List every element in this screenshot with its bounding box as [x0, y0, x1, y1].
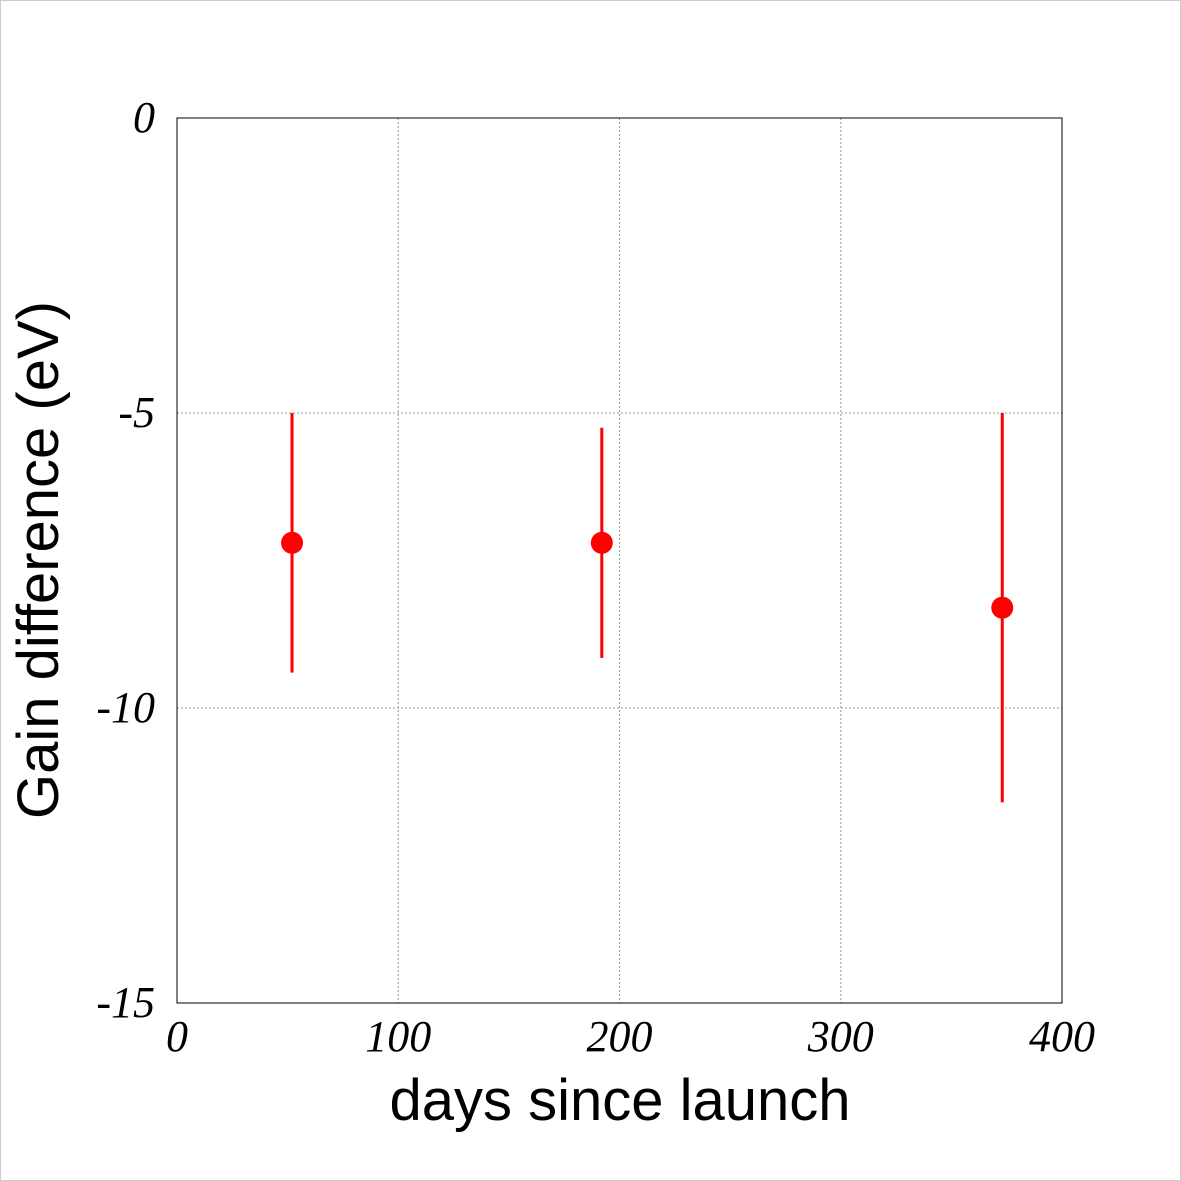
x-tick-label: 200: [587, 1012, 653, 1061]
y-tick-label: -15: [96, 978, 155, 1027]
y-tick-label: -5: [118, 388, 155, 437]
point: [991, 596, 1014, 619]
y-axis-label: Gain difference (eV): [6, 301, 71, 819]
y-tick-label: 0: [133, 93, 155, 142]
x-axis-label: days since launch: [389, 1068, 850, 1133]
point: [590, 531, 613, 554]
y-tick-label: -10: [96, 683, 155, 732]
x-tick-label: 300: [807, 1012, 874, 1061]
point: [281, 531, 304, 554]
x-tick-label: 0: [166, 1012, 188, 1061]
x-tick-label: 100: [365, 1012, 431, 1061]
x-tick-label: 400: [1029, 1012, 1095, 1061]
plot-frame: [176, 117, 1063, 1004]
